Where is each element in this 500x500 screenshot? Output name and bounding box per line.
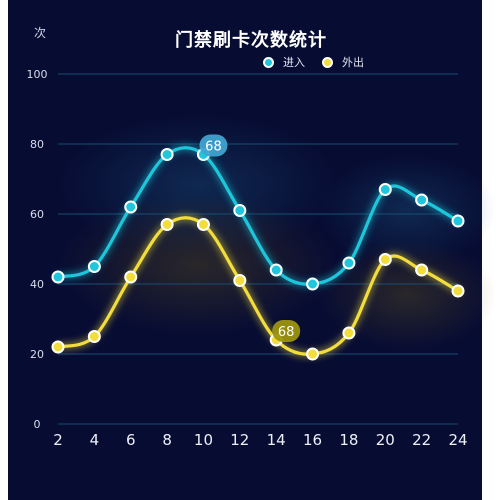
data-point-enter[interactable] <box>233 204 247 217</box>
y-tick-label: 80 <box>30 138 44 151</box>
y-tick-label: 0 <box>34 418 41 431</box>
x-tick-label: 6 <box>126 431 136 449</box>
legend-item-enter[interactable]: 进入 <box>263 54 305 70</box>
annotation-bubble: 68 <box>199 134 228 157</box>
x-tick-label: 8 <box>162 431 172 449</box>
annotation-label: 68 <box>205 140 222 155</box>
data-point-enter[interactable] <box>160 148 174 161</box>
x-tick-label: 4 <box>90 431 100 449</box>
data-point-enter[interactable] <box>451 214 465 228</box>
legend-marker-enter <box>263 56 274 68</box>
data-point-enter[interactable] <box>87 260 101 273</box>
data-point-exit[interactable] <box>342 326 356 340</box>
y-axis-unit: 次 <box>34 26 47 40</box>
data-point-exit[interactable] <box>160 218 174 231</box>
data-point-enter[interactable] <box>415 193 429 207</box>
data-point-enter[interactable] <box>342 256 356 270</box>
data-point-enter[interactable] <box>269 263 283 277</box>
data-point-exit[interactable] <box>51 340 65 354</box>
data-point-enter[interactable] <box>306 277 320 291</box>
x-tick-label: 2 <box>53 431 63 449</box>
x-tick-label: 12 <box>230 431 249 449</box>
legend-item-exit[interactable]: 外出 <box>322 54 364 70</box>
data-point-enter[interactable] <box>51 270 65 284</box>
y-tick-label: 100 <box>27 68 48 81</box>
data-point-exit[interactable] <box>124 270 138 284</box>
legend-label-exit: 外出 <box>342 56 364 69</box>
x-tick-label: 24 <box>448 431 467 449</box>
data-point-exit[interactable] <box>378 253 392 266</box>
y-tick-label: 20 <box>30 348 44 361</box>
x-tick-label: 14 <box>267 431 286 449</box>
x-tick-label: 22 <box>412 431 431 449</box>
data-point-exit[interactable] <box>451 284 465 298</box>
y-tick-label: 60 <box>30 208 44 221</box>
x-tick-label: 10 <box>194 431 213 449</box>
x-tick-label: 16 <box>303 431 322 449</box>
data-point-exit[interactable] <box>415 263 429 277</box>
legend-label-enter: 进入 <box>283 56 305 69</box>
x-tick-label: 18 <box>339 431 358 449</box>
chart-title: 门禁刷卡次数统计 <box>175 30 327 51</box>
data-point-exit[interactable] <box>306 347 320 361</box>
data-point-enter[interactable] <box>124 200 138 214</box>
annotation-bubble: 68 <box>272 320 301 342</box>
chart-panel: 0 20 40 60 80 100 2 4 6 8 10 12 14 16 18 20 22 24 68 68 次 门… <box>8 0 494 500</box>
legend-marker-exit <box>322 56 333 68</box>
annotation-label: 68 <box>278 325 295 340</box>
data-point-enter[interactable] <box>378 183 392 196</box>
data-point-exit[interactable] <box>87 330 101 343</box>
data-point-exit[interactable] <box>233 274 247 287</box>
data-point-exit[interactable] <box>196 218 210 231</box>
y-tick-label: 40 <box>30 278 44 291</box>
x-tick-label: 20 <box>376 431 395 449</box>
